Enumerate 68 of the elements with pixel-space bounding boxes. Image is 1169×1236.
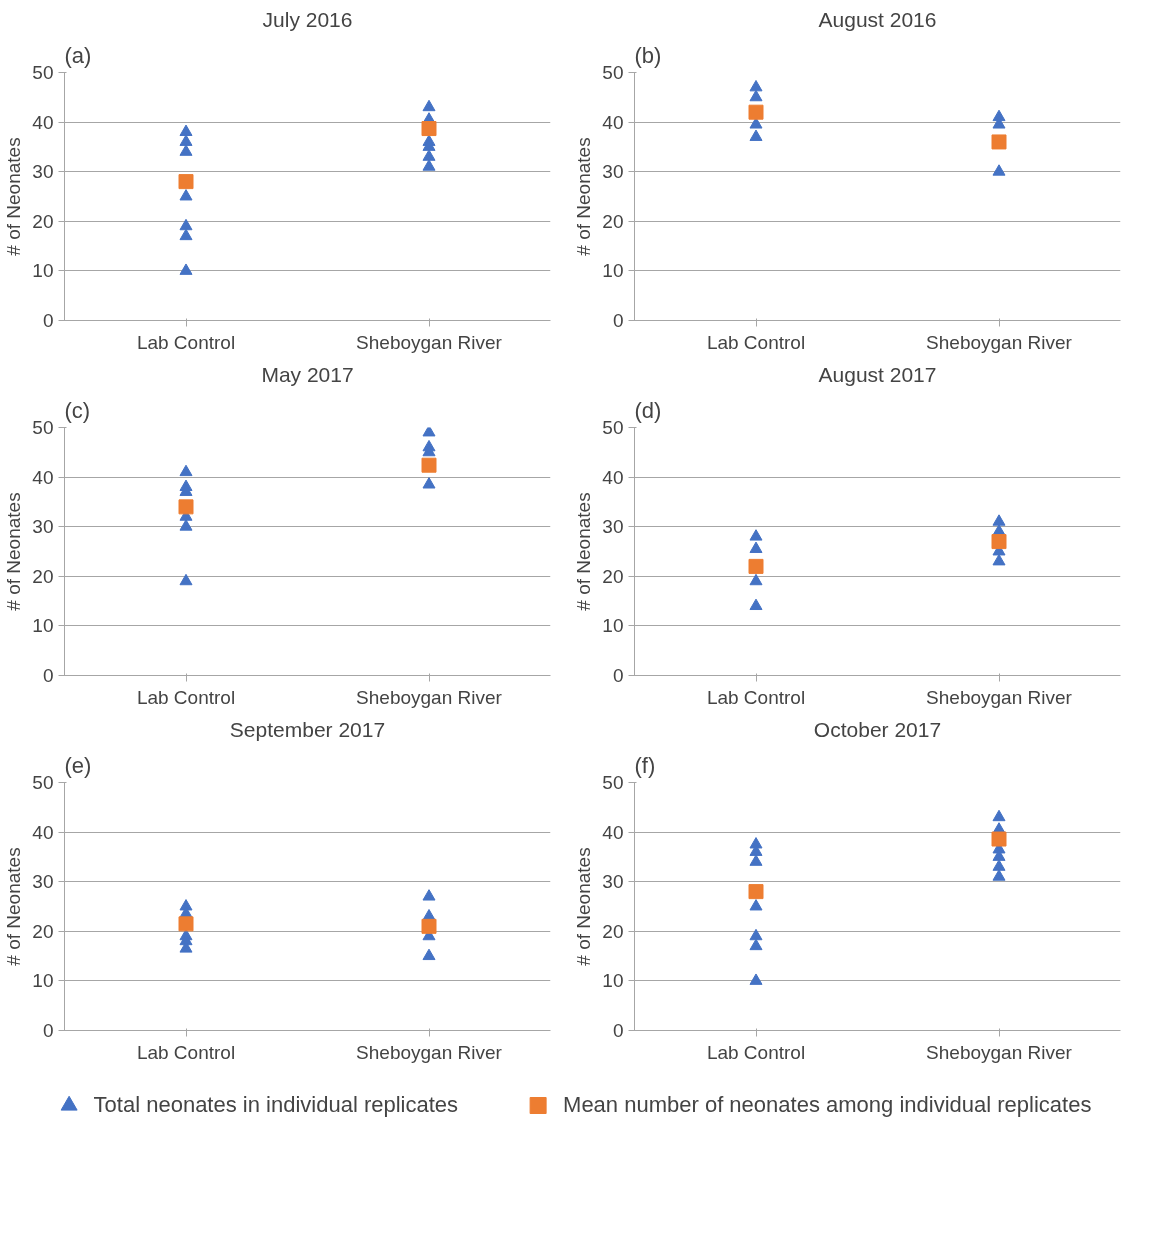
x-tick-label: Lab Control	[706, 1041, 806, 1063]
y-tick-label: 50	[32, 417, 54, 438]
chart-title: July 2016	[262, 7, 353, 31]
y-tick-label: 10	[32, 260, 54, 282]
y-axis-title: # of Neonates	[3, 137, 25, 256]
legend-label: Total neonates in individual replicates	[93, 1092, 459, 1118]
y-tick-label: 50	[602, 772, 624, 793]
chart-title: May 2017	[261, 362, 354, 386]
text: (d)	[634, 397, 662, 423]
text: (b)	[634, 42, 662, 68]
y-axis-title: # of Neonates	[573, 137, 595, 256]
y-tick-label: 20	[602, 210, 624, 232]
y-tick-label: 10	[602, 615, 624, 637]
y-tick-label: 10	[602, 260, 624, 282]
chart-title: August 2017	[818, 362, 937, 386]
y-tick-label: 20	[602, 565, 624, 587]
y-tick-label: 50	[32, 62, 54, 83]
chart-title: August 2016	[818, 7, 937, 31]
y-tick-label: 0	[42, 310, 54, 331]
y-tick-label: 20	[32, 920, 54, 942]
y-tick-label: 40	[32, 466, 54, 488]
y-tick-label: 0	[42, 665, 54, 686]
y-axis-title: # of Neonates	[3, 492, 25, 611]
x-tick-label: Sheboygan River	[926, 331, 1073, 353]
y-tick-label: 40	[32, 111, 54, 133]
chart-title: October 2017	[813, 717, 942, 741]
y-tick-label: 50	[602, 62, 624, 83]
y-tick-label: 30	[32, 161, 54, 183]
y-tick-label: 40	[602, 111, 624, 133]
y-tick-label: 0	[612, 1020, 624, 1041]
y-axis-title: # of Neonates	[573, 492, 595, 611]
y-axis-title: # of Neonates	[3, 847, 25, 966]
y-tick-label: 0	[42, 1020, 54, 1041]
legend-label: Mean number of neonates among individual replicates	[563, 1092, 1092, 1118]
x-tick-label: Lab Control	[706, 331, 806, 353]
y-tick-label: 50	[602, 417, 624, 438]
y-tick-label: 30	[602, 516, 624, 538]
x-tick-label: Sheboygan River	[356, 1041, 503, 1063]
y-tick-label: 40	[602, 466, 624, 488]
y-tick-label: 30	[602, 161, 624, 183]
x-tick-label: Sheboygan River	[356, 331, 503, 353]
y-tick-label: 40	[32, 821, 54, 843]
y-tick-label: 30	[32, 871, 54, 893]
chart-title: September 2017	[229, 717, 386, 741]
x-tick-label: Sheboygan River	[926, 1041, 1073, 1063]
text: (a)	[64, 42, 92, 68]
y-tick-label: 40	[602, 821, 624, 843]
y-tick-label: 30	[602, 871, 624, 893]
y-tick-label: 30	[32, 516, 54, 538]
text: (e)	[64, 752, 92, 778]
y-tick-label: 10	[32, 615, 54, 637]
x-tick-label: Lab Control	[136, 331, 236, 353]
y-tick-label: 50	[32, 772, 54, 793]
y-tick-label: 20	[32, 565, 54, 587]
y-tick-label: 0	[612, 665, 624, 686]
text: (f)	[634, 752, 656, 778]
y-tick-label: 20	[32, 210, 54, 232]
text: (c)	[64, 397, 91, 423]
x-tick-label: Lab Control	[136, 686, 236, 708]
y-tick-label: 20	[602, 920, 624, 942]
x-tick-label: Sheboygan River	[926, 686, 1073, 708]
x-tick-label: Sheboygan River	[356, 686, 503, 708]
x-tick-label: Lab Control	[706, 686, 806, 708]
x-tick-label: Lab Control	[136, 1041, 236, 1063]
y-tick-label: 10	[32, 970, 54, 992]
y-axis-title: # of Neonates	[573, 847, 595, 966]
y-tick-label: 0	[612, 310, 624, 331]
y-tick-label: 10	[602, 970, 624, 992]
